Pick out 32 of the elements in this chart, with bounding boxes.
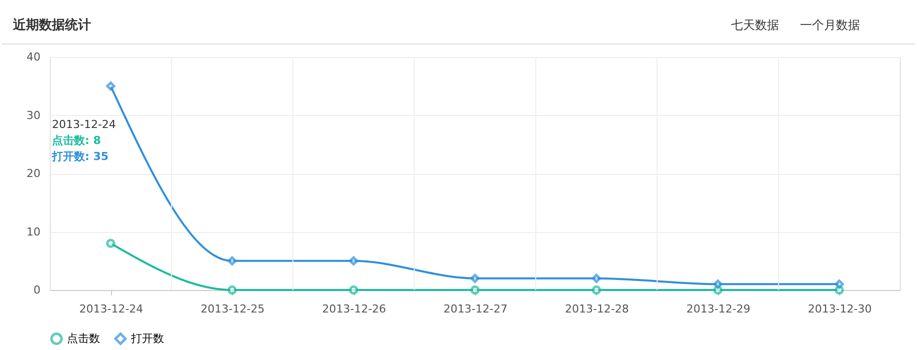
point [834,280,844,289]
text: 七天数据 [731,18,779,32]
point [592,274,602,283]
point [228,256,237,266]
x-tick-label: 2013-12-26 [322,302,386,316]
point [348,285,358,295]
y-tick-label: 0 [34,284,40,296]
annotation: 点击数: 8 [52,134,101,147]
chart-title: 近期数据统计 [12,17,91,33]
point [228,285,237,295]
point [592,285,602,295]
annotation: 打开数: 35 [51,150,109,163]
point [470,274,480,283]
x-tick-label: 2013-12-30 [808,302,872,316]
y-tick-label: 20 [26,167,40,180]
point [348,256,358,266]
point [106,238,116,248]
y-tick-label: 40 [26,50,40,64]
legend-label: 打开数 [130,332,164,345]
x-tick-label: 2013-12-25 [200,302,265,316]
legend-label: 点击数 [67,332,100,345]
point [470,285,480,295]
point [106,82,116,91]
y-tick-label: 10 [26,225,40,238]
x-tick-label: 2013-12-29 [686,302,750,316]
x-tick-label: 2013-12-27 [444,302,508,316]
text: 一个月数据 [800,18,860,32]
y-tick-label: 30 [26,108,40,122]
annotation: 2013-12-24 [52,118,116,131]
x-tick-label: 2013-12-28 [564,302,629,316]
x-tick-label: 2013-12-24 [79,302,144,316]
point [713,280,722,289]
